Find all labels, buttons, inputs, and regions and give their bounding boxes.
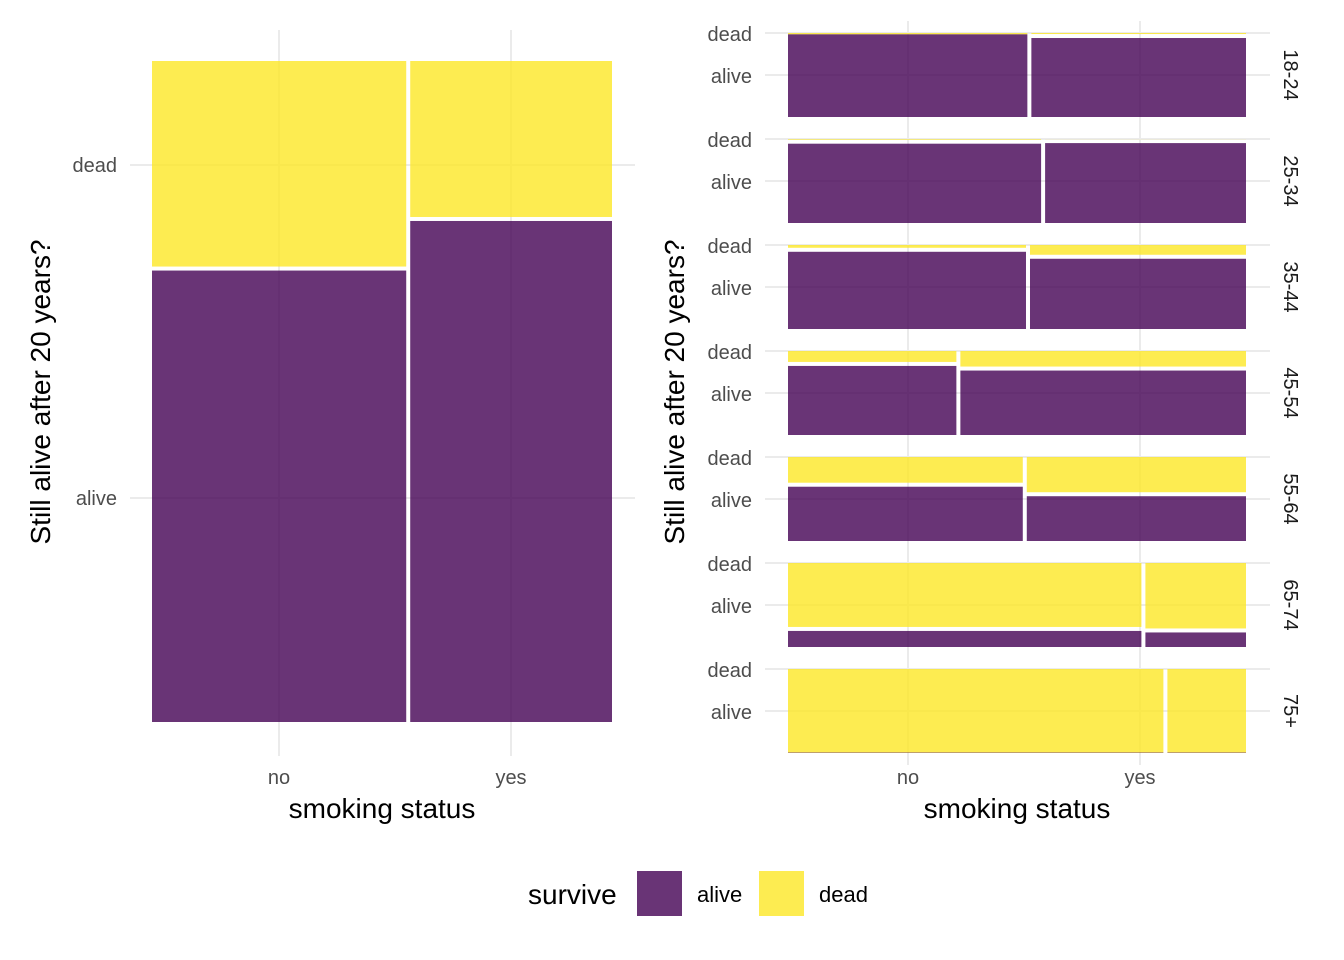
facet-35-44-tile-yes-alive (1029, 258, 1246, 329)
facet-35-44-tile-yes-dead (1029, 245, 1246, 255)
left-y-tick-alive: alive (76, 488, 117, 510)
right-panel: dead alive 18-24 dead alive 25-34 dead alive 35-… (708, 21, 1301, 789)
facet-25-34: dead alive 25-34 (708, 127, 1301, 235)
facet-45-54-y-tick-dead: dead (708, 342, 753, 364)
facet-75+-y-tick-alive: alive (711, 702, 752, 724)
facet-45-54-tile-no-dead (788, 351, 957, 362)
left-x-axis-title: smoking status (289, 793, 476, 824)
facet-55-64-tile-no-dead (788, 457, 1023, 483)
facet-55-64-tile-no-alive (788, 486, 1023, 541)
right-x-tick-no: no (897, 767, 919, 789)
right-x-axis-title: smoking status (924, 793, 1111, 824)
facet-strip-18-24: 18-24 (1279, 49, 1301, 100)
facet-strip-75+: 75+ (1279, 694, 1301, 728)
facet-45-54-y-tick-alive: alive (711, 384, 752, 406)
facet-75+: dead alive 75+ (708, 657, 1301, 765)
facet-strip-25-34: 25-34 (1279, 155, 1301, 206)
facet-35-44: dead alive 35-44 (708, 233, 1301, 341)
facet-75+-tile-no-dead (788, 669, 1164, 753)
legend: survive alive dead (528, 871, 868, 916)
facet-65-74-tile-yes-dead (1145, 563, 1246, 629)
legend-title: survive (528, 879, 617, 910)
left-x-tick-no: no (268, 767, 290, 789)
facet-35-44-tile-no-alive (788, 251, 1026, 329)
legend-label-alive: alive (697, 882, 742, 907)
facet-18-24-y-tick-alive: alive (711, 66, 752, 88)
left-y-axis-title: Still alive after 20 years? (25, 239, 56, 544)
left-panel: no yes alive dead (73, 30, 635, 789)
facet-35-44-y-tick-dead: dead (708, 236, 753, 258)
facet-75+-y-tick-dead: dead (708, 660, 753, 682)
facet-65-74-y-tick-dead: dead (708, 554, 753, 576)
legend-label-dead: dead (819, 882, 868, 907)
facet-55-64-tile-yes-alive (1026, 496, 1246, 541)
legend-key-dead (759, 871, 804, 916)
facet-18-24-tile-no-dead (788, 33, 1028, 35)
facet-18-24-tile-yes-alive (1031, 38, 1246, 117)
left-tile-yes-dead (410, 61, 612, 217)
facet-25-34-y-tick-dead: dead (708, 130, 753, 152)
facet-25-34-tile-yes-alive (1045, 143, 1246, 223)
facet-strip-55-64: 55-64 (1279, 473, 1301, 524)
facet-55-64: dead alive 55-64 (708, 445, 1301, 553)
facet-45-54: dead alive 45-54 (708, 339, 1301, 447)
facet-45-54-tile-no-alive (788, 365, 957, 435)
facet-55-64-y-tick-dead: dead (708, 448, 753, 470)
facet-65-74-tile-no-alive (788, 630, 1142, 647)
facet-25-34-y-tick-alive: alive (711, 172, 752, 194)
facet-strip-35-44: 35-44 (1279, 261, 1301, 312)
left-y-tick-dead: dead (73, 155, 118, 177)
facet-65-74-y-tick-alive: alive (711, 596, 752, 618)
facet-18-24: dead alive 18-24 (708, 21, 1301, 129)
facet-45-54-tile-yes-alive (960, 370, 1246, 435)
facet-35-44-tile-no-dead (788, 245, 1026, 248)
facet-strip-45-54: 45-54 (1279, 367, 1301, 418)
facet-18-24-y-tick-dead: dead (708, 24, 753, 46)
facet-55-64-tile-yes-dead (1026, 457, 1246, 493)
right-x-tick-yes: yes (1124, 767, 1155, 789)
facet-35-44-y-tick-alive: alive (711, 278, 752, 300)
facet-65-74: dead alive 65-74 (708, 551, 1301, 659)
facet-18-24-tile-no-alive (788, 34, 1028, 117)
left-tile-yes-alive (410, 220, 612, 722)
facet-75+-tile-yes-dead (1167, 669, 1246, 753)
right-y-axis-title: Still alive after 20 years? (659, 239, 690, 544)
left-tile-no-dead (152, 61, 407, 267)
facet-25-34-tile-no-dead (788, 139, 1042, 140)
left-x-tick-yes: yes (495, 767, 526, 789)
legend-key-alive (637, 871, 682, 916)
facet-18-24-tile-yes-dead (1031, 33, 1246, 35)
facet-45-54-tile-yes-dead (960, 351, 1246, 367)
facet-25-34-tile-no-alive (788, 143, 1042, 223)
left-tile-no-alive (152, 270, 407, 722)
facet-55-64-y-tick-alive: alive (711, 490, 752, 512)
facet-65-74-tile-yes-alive (1145, 632, 1246, 647)
facet-65-74-tile-no-dead (788, 563, 1142, 627)
facet-strip-65-74: 65-74 (1279, 579, 1301, 630)
